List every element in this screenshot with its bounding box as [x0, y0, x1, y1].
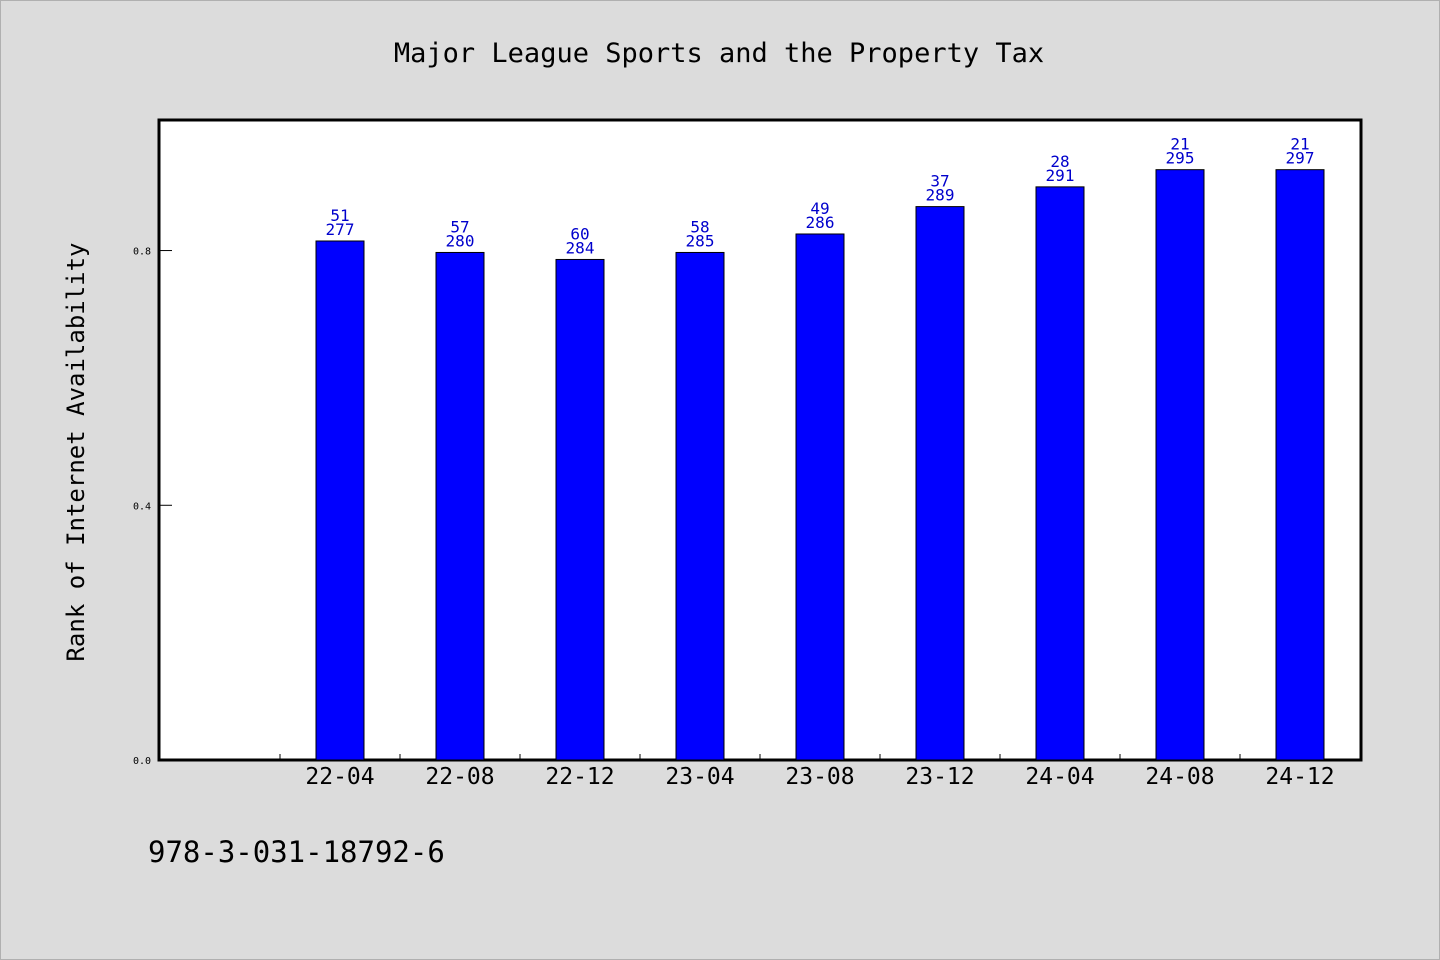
y-tick-labels: 0.0 0.4 0.8 — [133, 247, 151, 767]
axis-ticks — [159, 250, 1361, 761]
x-tick-label: 22-08 — [425, 764, 494, 790]
data-label-bottom: 286 — [806, 213, 835, 232]
x-tick-label: 24-08 — [1145, 764, 1214, 790]
data-label-bottom: 291 — [1046, 166, 1075, 185]
x-tick-label: 22-04 — [305, 764, 374, 790]
x-tick-labels: 22-04 22-08 22-12 23-04 23-08 23-12 24-04 24-08… — [305, 764, 1334, 790]
data-label-top: 58 — [690, 217, 709, 236]
data-label-bottom: 297 — [1286, 149, 1315, 168]
bar-22-12 — [555, 258, 605, 761]
bar-22-08 — [435, 251, 485, 761]
data-label-top: 57 — [450, 217, 469, 236]
bars — [315, 169, 1325, 761]
data-label-bottom: 284 — [566, 238, 595, 257]
data-label-top: 37 — [930, 172, 949, 191]
data-label-top: 21 — [1170, 135, 1189, 154]
data-label-bottom: 289 — [926, 186, 955, 205]
x-tick-label: 22-12 — [545, 764, 614, 790]
bar-24-04 — [1035, 186, 1085, 761]
y-tick-label: 0.8 — [133, 247, 151, 258]
data-label-top: 51 — [330, 206, 349, 225]
chart-title: Major League Sports and the Property Tax — [394, 38, 1044, 69]
y-tick-label: 0.4 — [133, 501, 151, 512]
x-tick-label: 23-08 — [785, 764, 854, 790]
footer-isbn: 978-3-031-18792-6 — [148, 835, 445, 869]
bar-23-04 — [675, 251, 725, 761]
data-label-bottom: 280 — [446, 231, 475, 250]
data-label-top: 60 — [570, 224, 589, 243]
data-label-bottom: 285 — [686, 231, 715, 250]
data-label-top: 28 — [1050, 152, 1069, 171]
x-tick-label: 23-12 — [905, 764, 974, 790]
data-label-bottom: 295 — [1166, 149, 1195, 168]
y-tick-label: 0.0 — [133, 756, 151, 767]
bar-24-12 — [1275, 169, 1325, 761]
data-label-bottom: 277 — [326, 220, 355, 239]
bar-22-04 — [315, 240, 365, 761]
bar-24-08 — [1155, 169, 1205, 761]
x-tick-label: 24-04 — [1025, 764, 1094, 790]
bar-23-12 — [915, 206, 965, 761]
x-tick-label: 24-12 — [1265, 764, 1334, 790]
data-label-top: 21 — [1290, 135, 1309, 154]
y-axis-label: Rank of Internet Availability — [62, 242, 90, 661]
x-tick-label: 23-04 — [665, 764, 734, 790]
bar-23-08 — [795, 233, 845, 761]
data-label-top: 49 — [810, 199, 829, 218]
